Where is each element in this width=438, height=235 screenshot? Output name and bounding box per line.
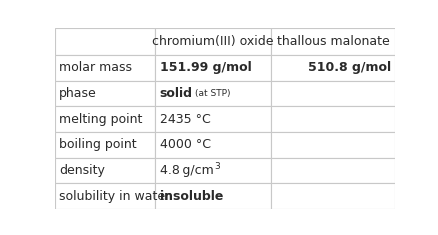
- Text: phase: phase: [59, 87, 97, 100]
- Bar: [155, 81, 270, 106]
- Bar: [55, 158, 155, 184]
- Bar: [270, 81, 394, 106]
- Bar: [270, 55, 394, 81]
- Text: solubility in water: solubility in water: [59, 190, 170, 203]
- Bar: [55, 132, 155, 158]
- Text: molar mass: molar mass: [59, 61, 132, 74]
- Text: density: density: [59, 164, 105, 177]
- Bar: [155, 106, 270, 132]
- Bar: [55, 28, 155, 55]
- Text: 4.8 g/cm: 4.8 g/cm: [159, 164, 213, 177]
- Text: 151.99 g/mol: 151.99 g/mol: [159, 61, 251, 74]
- Bar: [155, 28, 270, 55]
- Bar: [155, 158, 270, 184]
- Bar: [270, 106, 394, 132]
- Bar: [270, 184, 394, 209]
- Bar: [55, 106, 155, 132]
- Text: melting point: melting point: [59, 113, 142, 126]
- Text: insoluble: insoluble: [159, 190, 223, 203]
- Text: 510.8 g/mol: 510.8 g/mol: [307, 61, 390, 74]
- Bar: [55, 55, 155, 81]
- Bar: [55, 81, 155, 106]
- Bar: [270, 158, 394, 184]
- Text: boiling point: boiling point: [59, 138, 137, 151]
- Bar: [155, 132, 270, 158]
- Text: chromium(III) oxide: chromium(III) oxide: [152, 35, 273, 48]
- Text: thallous malonate: thallous malonate: [276, 35, 389, 48]
- Text: 3: 3: [214, 161, 219, 171]
- Bar: [270, 28, 394, 55]
- Text: 4000 °C: 4000 °C: [159, 138, 210, 151]
- Bar: [155, 55, 270, 81]
- Text: (at STP): (at STP): [195, 89, 230, 98]
- Bar: [155, 184, 270, 209]
- Bar: [270, 132, 394, 158]
- Text: 2435 °C: 2435 °C: [159, 113, 210, 126]
- Text: solid: solid: [159, 87, 192, 100]
- Bar: [55, 184, 155, 209]
